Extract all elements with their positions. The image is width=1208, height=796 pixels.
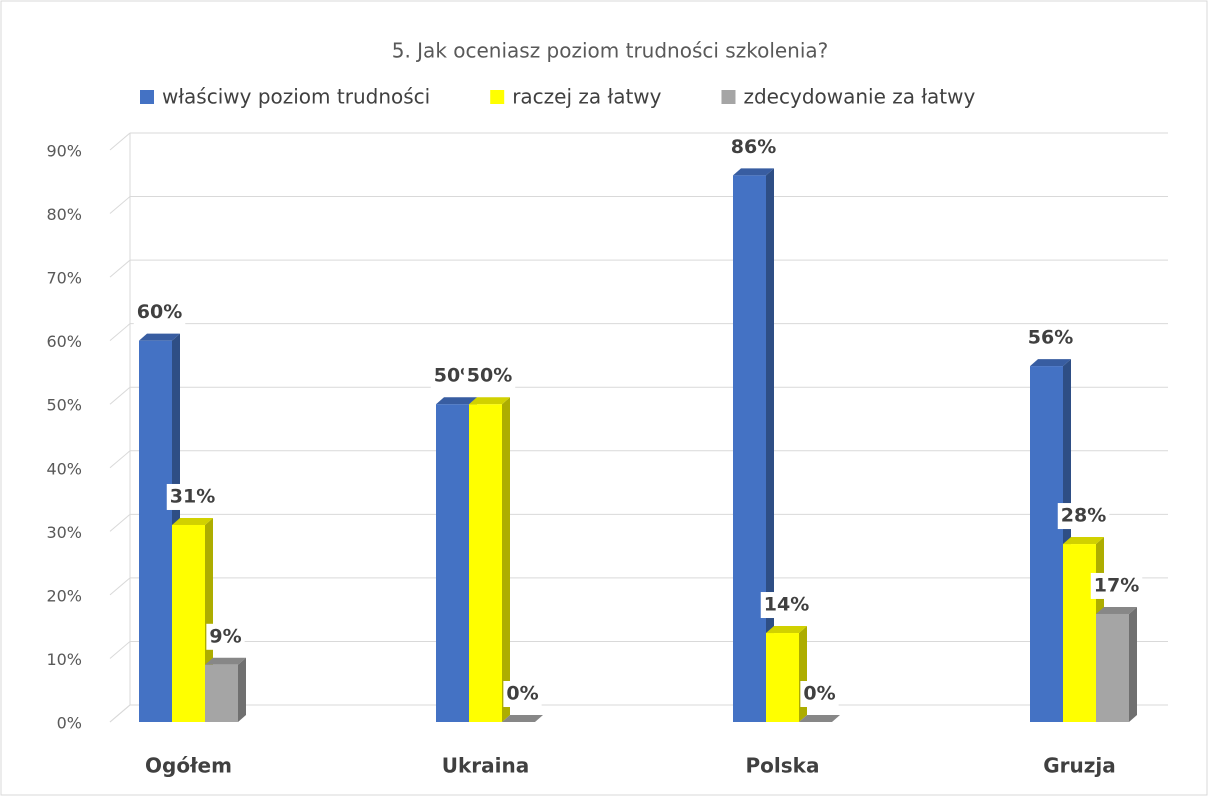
legend-swatch <box>490 90 505 104</box>
value-label-bg <box>760 592 813 619</box>
y-tick-label: 30% <box>46 523 82 542</box>
bar-top <box>1030 359 1071 367</box>
value-label-bg <box>206 623 245 650</box>
bar <box>469 404 502 722</box>
bar-top <box>139 333 180 341</box>
legend-swatch <box>721 90 736 104</box>
value-label: 86% <box>731 136 776 158</box>
value-label-bg <box>800 681 839 707</box>
value-label-bg <box>1090 572 1143 599</box>
y-tick-label: 60% <box>46 332 82 351</box>
value-label: 31% <box>170 485 215 507</box>
bar-top <box>733 168 774 176</box>
y-tick-label: 80% <box>46 205 82 224</box>
bar <box>139 340 172 722</box>
bar-top <box>502 715 543 722</box>
value-label: 50% <box>467 365 512 387</box>
grid-line-side <box>109 577 131 596</box>
bar-top <box>436 397 477 405</box>
value-label-bg <box>133 299 186 326</box>
legend-swatch <box>140 90 154 104</box>
value-label-bg <box>1024 325 1077 352</box>
grid-line-side <box>109 196 131 214</box>
bar <box>1030 366 1063 722</box>
x-tick-label: Polska <box>746 754 820 778</box>
bar-top <box>799 715 840 722</box>
value-label-bg <box>727 134 780 161</box>
bar-side <box>766 168 774 722</box>
bar <box>1096 613 1129 722</box>
bar-top <box>469 397 510 405</box>
y-tick-label: 90% <box>46 142 82 161</box>
bar-top <box>205 657 246 665</box>
value-label: 0% <box>506 683 538 705</box>
y-tick-label: 10% <box>46 650 82 669</box>
legend-label: właściwy poziom trudności <box>162 85 430 109</box>
bar <box>733 175 766 722</box>
bar-top <box>1096 606 1137 614</box>
grid-line-side <box>109 450 131 469</box>
value-label: 17% <box>1094 574 1139 596</box>
value-label-bg <box>463 363 516 390</box>
grid-line-side <box>109 386 131 405</box>
y-tick-label: 70% <box>46 269 82 288</box>
y-tick-label: 20% <box>46 586 82 605</box>
bar-top <box>172 517 213 525</box>
bar <box>766 633 799 722</box>
legend-label: raczej za łatwy <box>512 85 661 109</box>
grid-line-side <box>109 513 131 532</box>
value-label: 56% <box>1028 327 1073 349</box>
bar-side <box>799 626 807 722</box>
chart-title: 5. Jak oceniasz poziom trudności szkolen… <box>392 39 829 63</box>
y-tick-label: 40% <box>46 459 82 478</box>
value-label-bg <box>1057 503 1110 530</box>
value-label: 0% <box>803 683 835 705</box>
value-label: 14% <box>764 594 809 616</box>
bar <box>436 404 469 722</box>
value-label: 60% <box>137 301 182 323</box>
x-tick-label: Gruzja <box>1043 754 1116 778</box>
value-label-bg <box>503 681 542 707</box>
value-label: 9% <box>209 625 241 647</box>
grid-line-side <box>109 704 131 723</box>
value-label-bg <box>166 483 219 510</box>
bar-side <box>238 657 246 722</box>
bar-side <box>1129 606 1137 722</box>
x-tick-label: Ogółem <box>145 754 232 778</box>
bar-side <box>502 397 510 722</box>
grid-line-side <box>109 132 131 151</box>
bar <box>1063 544 1096 722</box>
legend-label: zdecydowanie za łatwy <box>743 85 975 109</box>
bar <box>172 524 205 722</box>
value-label: 28% <box>1061 505 1106 527</box>
grid-line-side <box>109 259 131 278</box>
x-tick-label: Ukraina <box>442 754 530 778</box>
y-tick-label: 0% <box>57 714 82 733</box>
y-tick-label: 50% <box>46 396 82 415</box>
bar-top <box>766 626 807 634</box>
bar <box>205 664 238 722</box>
bar-top <box>1063 537 1104 545</box>
grid-line-side <box>109 641 131 659</box>
grid-line-side <box>109 323 131 342</box>
